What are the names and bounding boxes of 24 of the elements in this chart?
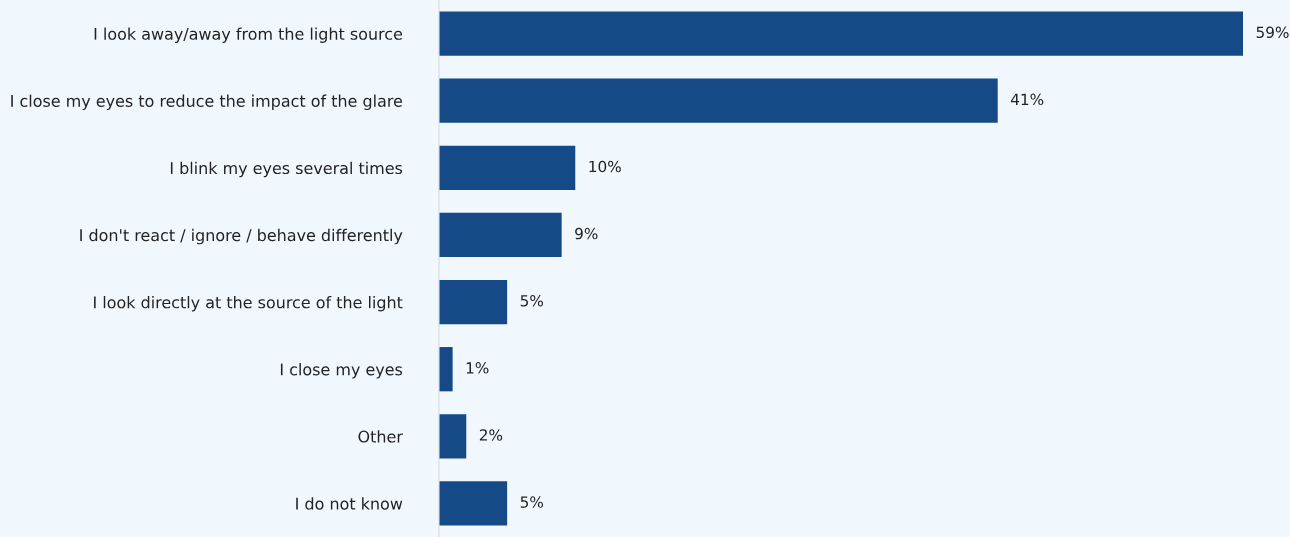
data-label: 9% (575, 227, 598, 240)
y-tick-label: I don't react / ignore / behave differently (80, 228, 403, 245)
data-label: 5% (520, 294, 544, 307)
data-label: 10% (589, 160, 621, 173)
y-tick-label: I close my eyes to reduce the impact of the glare (11, 94, 403, 111)
y-tick-label: I close my eyes (280, 363, 403, 379)
data-label: 2% (479, 429, 503, 441)
data-label: 1% (466, 362, 489, 374)
bar (439, 145, 576, 190)
bar (439, 212, 562, 258)
bar (439, 78, 998, 123)
y-tick-label: I blink my eyes several times (170, 161, 403, 178)
bar (439, 279, 508, 325)
bar (439, 347, 453, 392)
y-tick-label: I do not know (296, 497, 403, 510)
bar (439, 481, 508, 526)
bar (439, 414, 467, 459)
y-tick-label: I look away/away from the light source (94, 27, 403, 43)
y-tick-label: I look directly at the source of the light (94, 295, 403, 312)
data-label: 59% (1256, 26, 1289, 38)
y-tick-label: Other (358, 430, 403, 443)
bar (439, 11, 1243, 56)
data-label: 5% (520, 496, 544, 508)
data-label: 41% (1010, 93, 1044, 106)
